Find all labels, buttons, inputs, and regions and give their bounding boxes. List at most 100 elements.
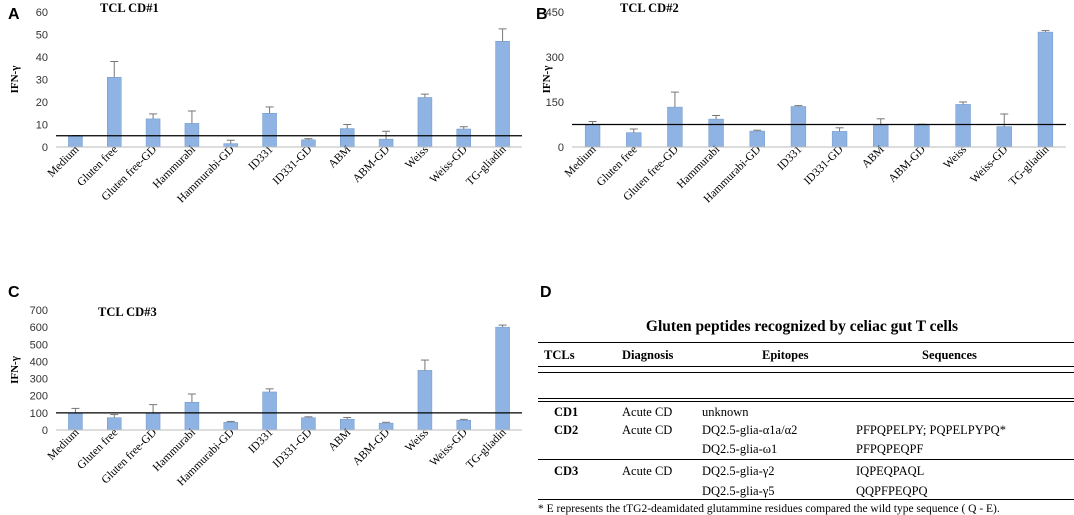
header-sequences: Sequences [922,348,977,362]
row-diagnosis: Acute CD [622,423,673,437]
bar [708,118,724,148]
panel-d: D Gluten peptides recognized by celiac g… [530,282,1074,515]
chart-title: TCL CD#3 [98,305,157,319]
y-tick-label: 0 [42,425,48,437]
panel-letter: B [536,6,548,23]
x-tick-label: ABM [860,144,887,171]
bar [790,106,807,148]
x-tick-label: ABM-GD [351,427,392,468]
row-epitope: DQ2.5-glia-γ5 [702,484,775,498]
y-tick-label: 30 [36,75,48,87]
row-tcl: CD3 [554,464,579,478]
y-axis-label: IFN-γ [9,66,21,94]
bar [1037,31,1054,148]
bar [914,124,930,148]
table-double-rule-1 [538,372,1074,373]
y-tick-label: 10 [36,120,48,132]
row-sequence: PFPQPELPY; PQPELPYPQ* [856,423,1006,437]
panel-b: B 0 150 300 450 IFN-γ TCL CD#2 Medium Gluten fr… [530,0,1074,260]
table-footnote: * E represents the tTG2-deamidated gluta… [538,503,1000,515]
table-bottom-rule [538,499,1074,500]
table-top-rule [538,342,1074,343]
table-double-rule-3 [538,401,1074,402]
bar [495,41,510,148]
header-tcls: TCLs [544,348,575,362]
bar [495,326,510,431]
y-tick-label: 200 [30,391,48,403]
bar [145,412,161,431]
row-epitope: unknown [702,405,749,419]
x-tick-label: ABM [326,427,353,454]
row-sequence: IQPEQPAQL [856,464,925,478]
x-tick-label: TG-gliadin [464,426,509,471]
bar [667,106,683,148]
bar [417,370,433,431]
y-axis-label: IFN-γ [9,356,21,384]
table-double-rule-2 [538,398,1074,399]
y-tick-label: 50 [36,30,48,42]
row-diagnosis: Acute CD [622,464,673,478]
panel-a: A 0 10 20 30 40 50 60 IFN-γ TCL CD#1 Medium Gluten… [0,0,530,260]
chart-title: TCL CD#2 [620,1,679,15]
x-tick-label: ID331 [246,143,275,172]
y-tick-label: 60 [36,7,48,19]
bar [417,97,433,148]
y-tick-label: 400 [30,356,48,368]
y-tick-label: 600 [30,322,48,334]
y-tick-label: 500 [30,339,48,351]
bar [107,77,122,148]
x-tick-label: Weiss-GD [968,144,1010,186]
bar [184,401,200,431]
x-tick-label: ID331 [775,143,804,172]
panel-c: C 0 100 200 300 400 500 600 700 IFN-γ TCL CD#3 Med… [0,282,530,514]
bar [262,113,277,148]
header-diagnosis: Diagnosis [622,348,674,362]
row-tcl: CD2 [554,423,579,437]
row-epitope: DQ2.5-glia-α1a/α2 [702,423,798,437]
bar [626,132,642,148]
y-tick-label: 100 [30,408,48,420]
table-row-rule [538,459,1074,460]
row-sequence: QQPFPEQPQ [856,484,928,498]
x-tick-label: TG-gliadin [1007,143,1052,188]
x-tick-label: ID331-GD [802,144,846,188]
bar [996,126,1012,148]
row-tcl: CD1 [554,405,579,419]
bar [955,104,971,148]
y-axis-label: IFN-γ [541,66,553,94]
bar [145,118,161,148]
x-tick-label: ABM [326,144,353,171]
bar [456,128,471,148]
panel-letter: D [540,284,552,301]
y-tick-label: 0 [558,142,564,154]
x-tick-label: Medium [45,144,81,180]
bar-chart-cd3: 0 100 200 300 400 500 600 700 IFN-γ TCL CD#3 Mediu… [9,305,522,488]
bar [262,391,277,431]
x-tick-label: ID331 [246,426,275,455]
header-epitopes: Epitopes [762,348,809,362]
row-epitope: DQ2.5-glia-γ2 [702,464,775,478]
y-tick-label: 300 [546,52,564,64]
row-sequence: PFPQPEQPF [856,442,924,456]
x-tick-label: TG-gliadin [464,143,509,188]
bar [749,130,765,148]
bar [831,131,848,148]
bar [340,128,355,148]
y-tick-label: 450 [546,7,564,19]
y-tick-label: 300 [30,374,48,386]
bar [68,412,83,431]
x-tick-label: ABM-GD [351,144,392,185]
chart-title: TCL CD#1 [100,1,159,15]
table-header-rule [538,366,1074,367]
x-tick-label: ID331-GD [271,144,315,188]
panel-letter: C [8,284,20,301]
bar [873,125,889,148]
panel-letter: A [8,6,20,23]
x-tick-label: Medium [45,427,81,463]
row-diagnosis: Acute CD [622,405,673,419]
y-tick-label: 700 [30,305,48,317]
bar [584,124,601,148]
row-epitope: DQ2.5-glia-ω1 [702,442,778,456]
